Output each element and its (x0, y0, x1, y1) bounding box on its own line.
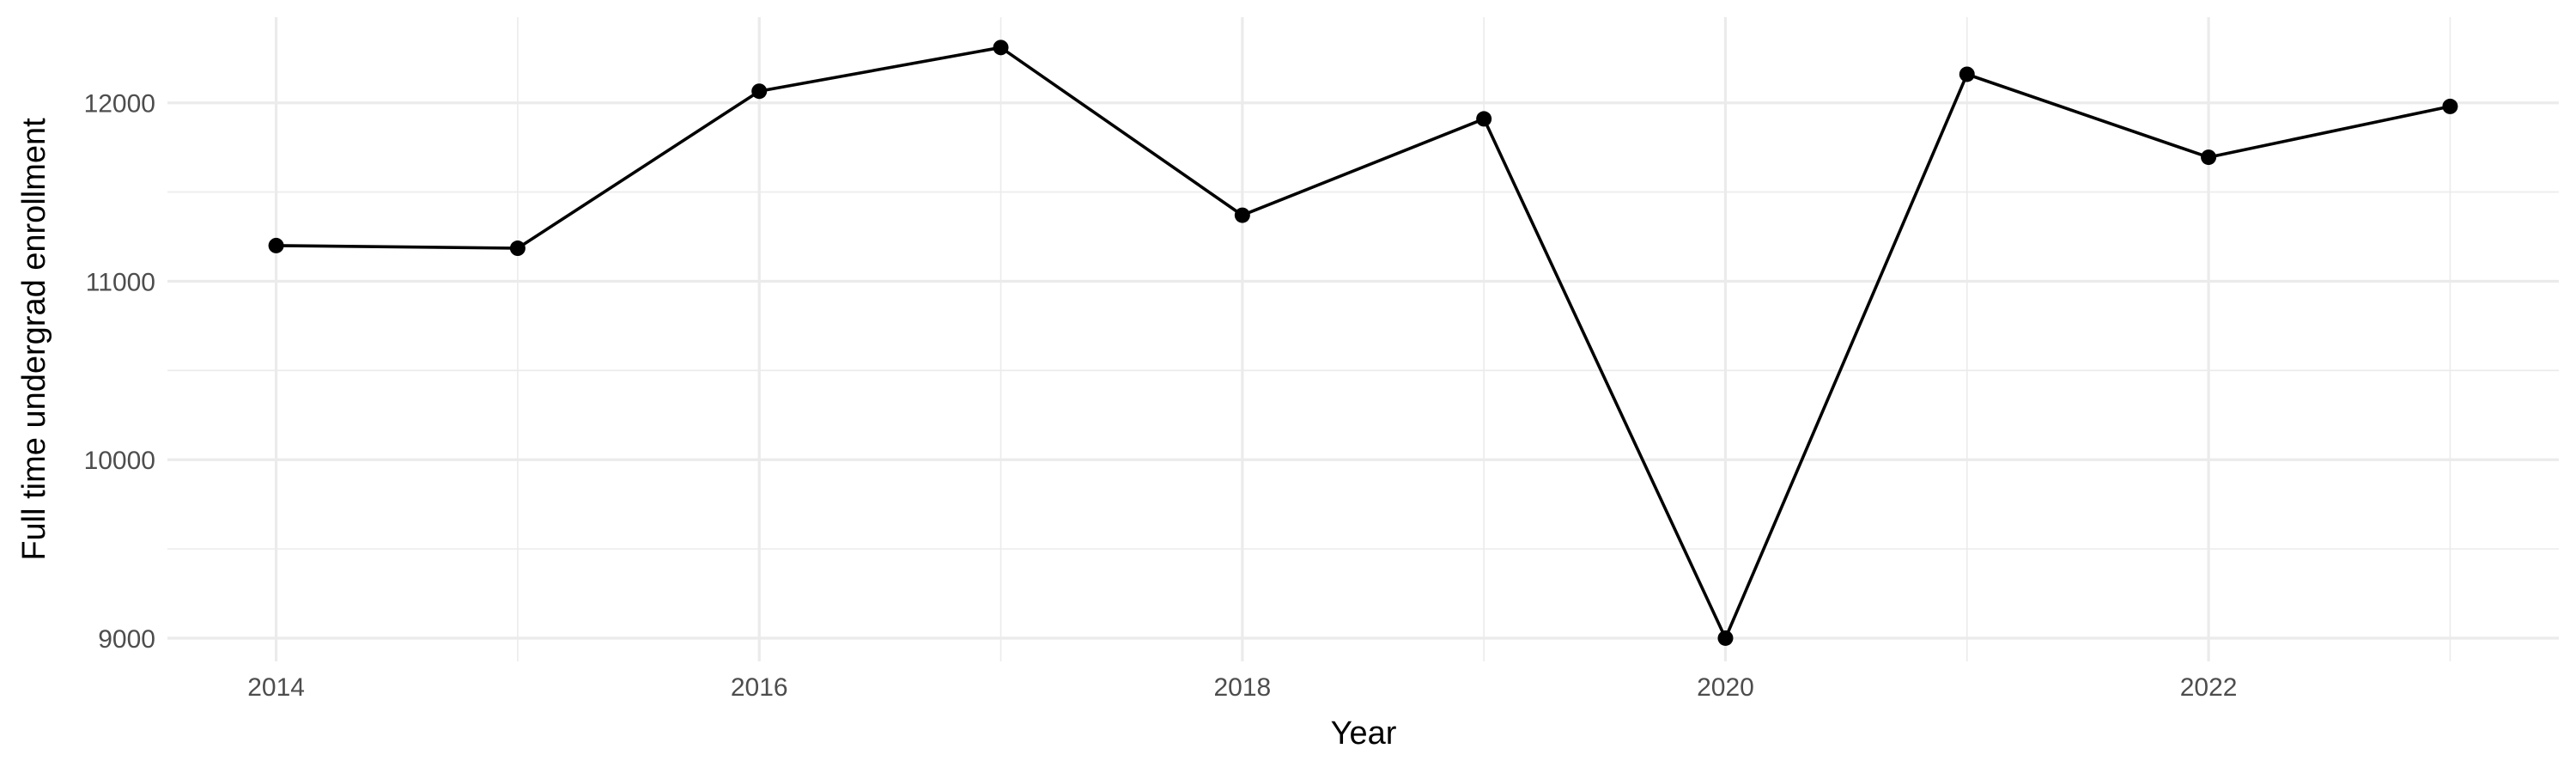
y-tick-label: 11000 (86, 268, 155, 296)
data-point (509, 240, 526, 257)
data-point (1959, 66, 1975, 82)
x-tick-label: 2022 (2180, 673, 2238, 702)
y-tick-label: 12000 (84, 90, 155, 119)
y-axis-title: Full time undergrad enrollment (16, 118, 52, 561)
data-point (2201, 149, 2217, 166)
y-tick-label: 9000 (98, 625, 155, 654)
series-group (268, 40, 2458, 646)
data-point (2442, 98, 2458, 114)
data-point (1717, 630, 1734, 646)
data-point (751, 83, 768, 100)
data-point (1476, 111, 1492, 127)
x-tick-label: 2014 (247, 673, 305, 702)
data-point (1234, 207, 1250, 223)
data-point (268, 237, 284, 253)
major-gridlines (167, 17, 2559, 661)
x-tick-label: 2020 (1697, 673, 1754, 702)
x-tick-label: 2018 (1213, 673, 1271, 702)
series-line (276, 46, 2451, 640)
data-point (993, 40, 1009, 56)
y-tick-label: 10000 (84, 447, 155, 475)
x-axis-title: Year (1331, 715, 1397, 752)
x-tick-label: 2016 (731, 673, 788, 702)
tick-labels: 2014 2016 2018 2020 2022 9000 10000 11000 12000 (84, 90, 2238, 702)
minor-gridlines (167, 17, 2559, 661)
